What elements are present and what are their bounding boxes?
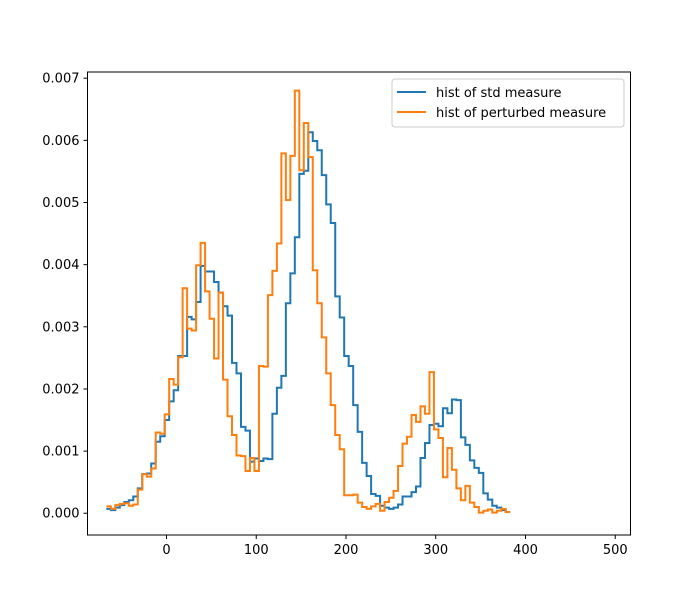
- x-tick-label: 300: [423, 543, 448, 558]
- x-tick-label: 100: [244, 543, 269, 558]
- plot-area: [87, 72, 631, 535]
- y-tick-label: 0.002: [42, 382, 79, 397]
- y-tick-label: 0.003: [42, 320, 79, 335]
- x-tick-label: 200: [334, 543, 359, 558]
- y-tick-label: 0.005: [42, 196, 79, 211]
- legend: hist of std measure hist of perturbed me…: [391, 78, 625, 128]
- y-tick-label: 0.000: [42, 507, 79, 522]
- legend-label-perturbed: hist of perturbed measure: [436, 106, 606, 121]
- series-layer: [106, 89, 511, 514]
- series-perturbed-step-line: [106, 89, 511, 514]
- legend-box: [391, 78, 625, 128]
- x-tick-label: 500: [603, 543, 628, 558]
- y-tick-label: 0.004: [42, 258, 79, 273]
- plot-frame: [87, 71, 631, 536]
- x-tick-label: 0: [162, 543, 170, 558]
- y-tick-label: 0.006: [42, 134, 79, 149]
- y-tick-label: 0.007: [42, 72, 79, 87]
- y-tick-label: 0.001: [42, 445, 79, 460]
- x-tick-label: 400: [513, 543, 538, 558]
- axes-layer: 0 100 200 300 400 500 0.000 0.001 0.002 0.003 0.00…: [42, 71, 631, 558]
- legend-label-std: hist of std measure: [436, 86, 561, 101]
